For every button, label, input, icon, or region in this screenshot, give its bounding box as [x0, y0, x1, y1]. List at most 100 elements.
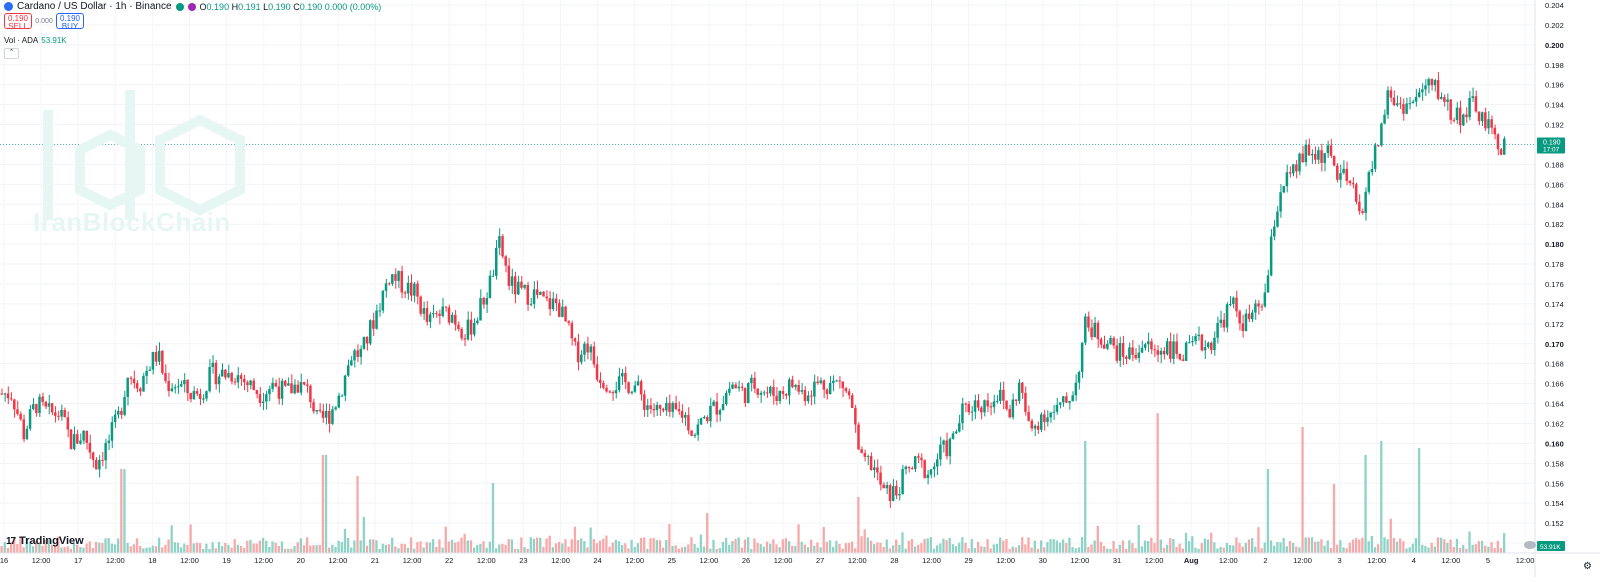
- volume-bar: [1389, 518, 1392, 553]
- collapse-legend-button[interactable]: ⌃: [4, 48, 19, 59]
- volume-bar: [709, 548, 712, 553]
- candle-body: [1184, 342, 1188, 361]
- candle-body: [762, 392, 766, 394]
- volume-bar: [819, 547, 822, 553]
- y-tick-label: 0.204: [1545, 1, 1564, 10]
- volume-bar: [350, 547, 353, 553]
- volume-bar: [274, 542, 277, 553]
- candle-body: [350, 360, 353, 366]
- candle-body: [387, 283, 391, 285]
- volume-bar: [1159, 539, 1162, 553]
- candle-body: [268, 389, 271, 395]
- settings-gear-icon[interactable]: ⚙: [1583, 561, 1592, 572]
- volume-bar: [161, 547, 164, 553]
- volume-bar: [72, 543, 76, 553]
- candle-body: [69, 429, 73, 449]
- volume-tag-text: 53.91K: [1540, 544, 1561, 551]
- candle-body: [324, 410, 328, 418]
- x-tick-label: Aug: [1184, 556, 1199, 565]
- x-tick-label: 26: [742, 556, 750, 565]
- symbol-title[interactable]: Cardano / US Dollar · 1h · Binance: [17, 1, 172, 12]
- tradingview-logo[interactable]: 17 TradingView: [6, 535, 84, 547]
- volume-bar: [384, 544, 388, 553]
- volume-bar: [860, 536, 863, 553]
- candle-body: [205, 391, 208, 399]
- volume-bar: [835, 540, 838, 553]
- x-tick-label: 12:00: [922, 556, 941, 565]
- candle-body: [362, 336, 366, 349]
- candle-body: [1017, 382, 1021, 401]
- candle-body: [1351, 183, 1355, 185]
- volume-legend[interactable]: Vol · ADA 53.91K: [4, 36, 67, 45]
- flag-icon[interactable]: [1524, 541, 1536, 549]
- volume-bar: [658, 540, 662, 553]
- candle-body: [98, 459, 101, 470]
- volume-bar: [1414, 538, 1418, 553]
- candle-body: [983, 400, 986, 413]
- volume-bar: [649, 538, 652, 553]
- volume-bar: [63, 547, 66, 553]
- candle-body: [334, 407, 337, 410]
- y-tick-label: 0.200: [1545, 41, 1564, 50]
- x-tick-label: 12:00: [551, 556, 570, 565]
- volume-bar: [280, 541, 284, 553]
- volume-bar: [910, 539, 914, 553]
- volume-bar: [381, 543, 384, 553]
- candle-body: [589, 346, 592, 353]
- volume-bar: [460, 537, 463, 553]
- candle-body: [312, 402, 315, 412]
- volume-bar: [769, 543, 772, 553]
- x-tick-label: 27: [816, 556, 824, 565]
- volume-bar: [1257, 527, 1260, 553]
- candle-body: [863, 452, 867, 457]
- volume-bar: [567, 546, 570, 553]
- volume-bar: [387, 544, 391, 553]
- candle-body: [469, 319, 473, 335]
- candle-body: [321, 411, 325, 418]
- candle-body: [249, 380, 252, 386]
- candle-body: [671, 403, 674, 412]
- candle-body: [592, 346, 596, 365]
- market-status-icon: [175, 2, 184, 11]
- volume-bar: [375, 540, 378, 553]
- candle-body: [482, 298, 485, 305]
- candle-body: [476, 320, 479, 323]
- volume-bar: [614, 539, 617, 553]
- candle-body: [932, 466, 936, 470]
- x-tick-label: 12:00: [254, 556, 273, 565]
- y-tick-label: 0.152: [1545, 519, 1564, 528]
- volume-bar: [1228, 545, 1232, 553]
- volume-bar: [397, 548, 400, 553]
- volume-bar: [715, 548, 718, 553]
- candle-body: [529, 303, 533, 305]
- volume-bar: [980, 546, 983, 553]
- volume-bar: [847, 542, 851, 553]
- volume-bar: [346, 538, 350, 553]
- candle-body: [847, 391, 851, 396]
- candle-body: [1137, 352, 1141, 359]
- candle-body: [923, 460, 926, 478]
- volume-bar: [1307, 537, 1310, 553]
- candle-body: [41, 396, 44, 402]
- volume-bar: [409, 537, 413, 553]
- volume-bar: [532, 538, 536, 553]
- candle-body: [381, 290, 385, 311]
- volume-bar: [605, 535, 608, 553]
- volume-bar: [529, 537, 532, 553]
- candle-body: [1373, 145, 1377, 170]
- candle-body: [173, 387, 177, 389]
- candle-body: [214, 362, 218, 385]
- sell-button[interactable]: 0.190 SELL: [4, 13, 32, 30]
- volume-bar: [970, 539, 973, 553]
- volume-bar: [951, 544, 955, 553]
- volume-bar: [1342, 547, 1345, 553]
- volume-bar: [1263, 542, 1266, 553]
- volume-bar: [1443, 539, 1446, 553]
- buy-button[interactable]: 0.190 BUY: [56, 13, 84, 30]
- x-tick-label: 12:00: [996, 556, 1015, 565]
- volume-bar: [1093, 540, 1096, 553]
- volume-bar: [1011, 546, 1014, 553]
- volume-bar: [1074, 548, 1077, 553]
- candle-body: [1490, 119, 1493, 128]
